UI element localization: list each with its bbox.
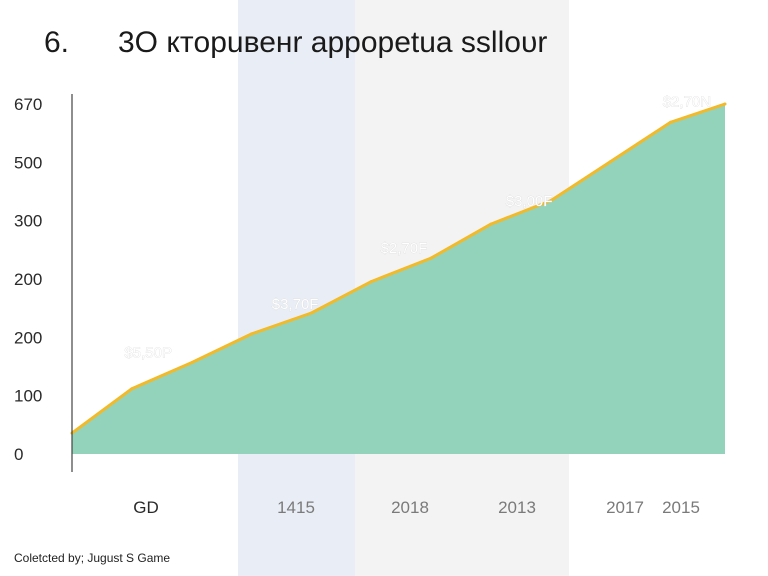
- y-tick-label: 300: [14, 212, 42, 231]
- data-label: $2,70F: [381, 240, 428, 257]
- area-fill-series-0: [72, 104, 725, 454]
- x-category-label: 2015: [662, 498, 700, 517]
- credit-text: Coletcted by; Jugust S Game: [14, 551, 171, 565]
- data-label: $2,70N: [663, 94, 711, 111]
- data-label: $5,50P: [124, 344, 172, 361]
- data-point: [309, 311, 313, 315]
- x-category-label: 2017: [606, 498, 644, 517]
- data-point: [369, 280, 373, 284]
- data-point: [190, 361, 194, 365]
- x-category-label: 2018: [391, 498, 429, 517]
- data-point: [609, 159, 613, 163]
- y-tick-label: 200: [14, 270, 42, 289]
- highlight-band-blue: [238, 0, 355, 576]
- chart-number: 6.: [44, 26, 70, 59]
- data-point: [250, 332, 254, 336]
- y-tick-label: 500: [14, 153, 42, 172]
- data-point: [489, 222, 493, 226]
- x-category-label: 2013: [498, 498, 536, 517]
- data-point: [429, 256, 433, 260]
- data-point: [723, 102, 727, 106]
- data-label: $3,70F: [272, 296, 319, 313]
- x-category-label: 1415: [277, 498, 315, 517]
- line-series-0: [71, 102, 726, 435]
- data-label: $3,00F: [506, 193, 553, 210]
- data-point: [549, 199, 553, 203]
- y-tick-label: 670: [14, 95, 42, 114]
- y-tick-label: 0: [14, 445, 23, 464]
- data-point: [130, 387, 134, 391]
- data-point: [669, 120, 673, 124]
- x-category-label: GD: [133, 498, 159, 517]
- y-tick-label: 200: [14, 328, 42, 347]
- y-tick-label: 100: [14, 387, 42, 406]
- chart-title: 3O ктopuвенr appopetua sslloυr: [118, 26, 548, 59]
